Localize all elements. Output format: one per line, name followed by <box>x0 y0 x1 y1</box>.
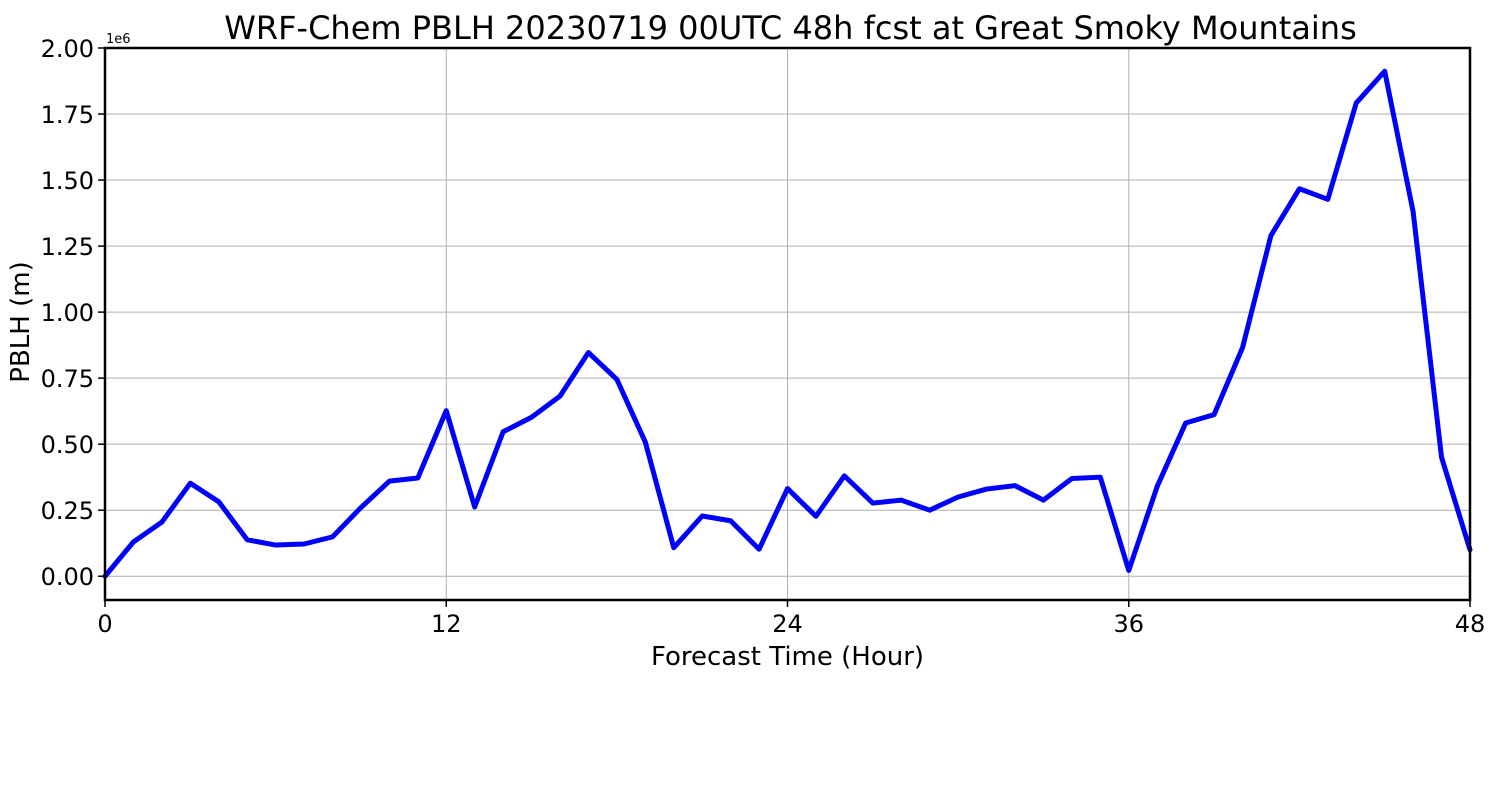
y-tick-label: 0.75 <box>41 365 94 393</box>
y-tick-label: 0.00 <box>41 563 94 591</box>
y-tick-label: 0.25 <box>41 497 94 525</box>
y-tick-label: 2.00 <box>41 35 94 63</box>
x-tick-label: 12 <box>431 610 462 638</box>
series-layer <box>102 68 1473 579</box>
y-tick-label: 1.25 <box>41 233 94 261</box>
y-tick-label: 1.00 <box>41 299 94 327</box>
axis-ticks: 0 12 24 36 48 0.00 0.25 0.50 0.75 1.00 1.25 1.50 1.7… <box>41 35 1486 638</box>
y-tick-label: 1.50 <box>41 167 94 195</box>
y-tick-label: 0.50 <box>41 431 94 459</box>
x-tick-label: 36 <box>1113 610 1144 638</box>
y-tick-label: 1.75 <box>41 101 94 129</box>
series-line <box>102 68 1473 579</box>
chart-title: WRF-Chem PBLH 20230719 00UTC 48h fcst at… <box>224 9 1357 47</box>
y-axis-offset-label: 1e6 <box>106 32 131 47</box>
x-tick-label: 0 <box>97 610 112 638</box>
y-axis-title: PBLH (m) <box>6 261 36 382</box>
x-tick-label: 24 <box>772 610 803 638</box>
grid-lines <box>104 47 1471 600</box>
x-tick-label: 48 <box>1455 610 1486 638</box>
x-axis-title: Forecast Time (Hour) <box>651 642 924 672</box>
